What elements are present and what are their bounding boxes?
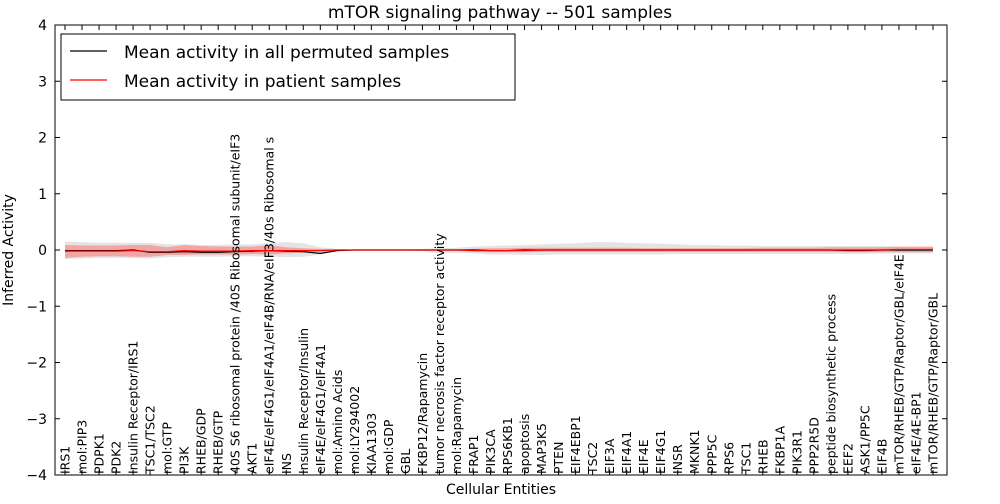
legend: Mean activity in all permuted samples Me… — [60, 33, 516, 101]
x-tick-label: MAP3K5 — [534, 423, 549, 474]
legend-label-patient: Mean activity in patient samples — [124, 72, 401, 92]
x-tick-label: EIF3A — [602, 438, 617, 474]
y-tick-label: 4 — [38, 18, 47, 34]
x-tick-label: mol:GTP — [160, 422, 175, 474]
x-tick-label: mol:LY294002 — [347, 386, 362, 474]
x-tick-label: Insulin Receptor/Insulin — [296, 328, 311, 474]
y-tick-label: 1 — [38, 187, 47, 203]
x-axis-label: Cellular Entities — [446, 482, 556, 498]
x-tick-label: EIF4B — [874, 439, 889, 474]
x-tick-label: RHEB/GTP — [211, 410, 226, 474]
x-tick-label: INSR — [670, 444, 685, 474]
x-tick-label: eIF4E/4E-BP1 — [908, 391, 923, 474]
band-series-1 — [65, 244, 933, 258]
y-tick-label: −4 — [26, 468, 47, 484]
x-tick-label: mol:GDP — [381, 419, 396, 474]
x-tick-label: PPP5C — [704, 434, 719, 474]
y-axis-label: Inferred Activity — [1, 194, 17, 306]
x-tick-label: RPS6 — [721, 442, 736, 474]
x-tick-label: ASK1/PP5C — [857, 405, 872, 474]
x-tick-label: EIF4EBP1 — [568, 415, 583, 474]
x-tick-label: TSC1/TSC2 — [143, 405, 158, 475]
x-tick-label: EIF4E — [636, 439, 651, 474]
x-tick-label: PPP2R5D — [806, 417, 821, 474]
x-tick-label: PDPK1 — [92, 433, 107, 474]
line-series-1 — [65, 248, 933, 253]
y-tick-label: −2 — [26, 356, 47, 372]
x-tick-label: PIK3R1 — [789, 430, 804, 474]
x-tick-label: RHEB — [755, 439, 770, 474]
series-lines — [65, 248, 933, 254]
x-tick-label: RHEB/GDP — [194, 408, 209, 474]
x-tick-label: KIAA1303 — [364, 413, 379, 474]
x-tick-label: peptide biosynthetic process — [823, 294, 838, 474]
x-tick-label: mol:Amino Acids — [330, 370, 345, 474]
x-tick-label: AKT1 — [245, 443, 260, 474]
x-tick-label: PIK3CA — [483, 429, 498, 474]
x-tick-label: eIF4E/eIF4G1/eIF4A1/eIF4B/RNA/eIF3/40s R… — [262, 137, 277, 474]
x-tick-label: mTOR/RHEB/GTP/Raptor/GBL — [926, 293, 941, 474]
x-tick-label: EEF2 — [840, 443, 855, 474]
x-tick-label: apoptosis — [517, 414, 532, 474]
x-tick-label: FRAP1 — [466, 435, 481, 474]
x-tick-label: INS — [279, 453, 294, 474]
y-tick-label: −1 — [26, 299, 47, 315]
x-tick-label: FKBP1A — [772, 426, 787, 474]
x-tick-label: MKNK1 — [687, 430, 702, 474]
y-tick-label: 2 — [38, 131, 47, 147]
x-tick-label: RPS6KB1 — [500, 417, 515, 474]
x-ticks: IRS1 mol:PIP3 PDPK1 PDK2 Insulin Receptor/IR… — [58, 25, 941, 475]
x-tick-label: FKBP12/Rapamycin — [415, 353, 430, 474]
x-tick-label: EIF4G1 — [653, 430, 668, 474]
x-tick-label: tumor necrosis factor receptor activity — [432, 233, 447, 474]
x-tick-label: TSC1 — [738, 442, 753, 475]
x-tick-label: mTOR/RHEB/GTP/Raptor/GBL/eIF4E — [891, 254, 906, 474]
x-tick-label: EIF4A1 — [619, 431, 634, 474]
x-tick-label: Insulin Receptor/IRS1 — [126, 341, 141, 474]
x-tick-label: TSC2 — [585, 442, 600, 475]
legend-box — [60, 33, 516, 101]
x-tick-label: 40S S6 ribosomal protein /40S Ribosomal … — [228, 134, 243, 474]
y-tick-label: 3 — [38, 74, 47, 90]
x-tick-label: PDK2 — [109, 441, 124, 474]
plot-frame — [54, 24, 948, 476]
chart-title: mTOR signaling pathway -- 501 samples — [328, 3, 672, 23]
x-tick-label: mol:Rapamycin — [449, 377, 464, 474]
x-tick-label: IRS1 — [58, 446, 73, 474]
legend-label-permuted: Mean activity in all permuted samples — [124, 43, 449, 63]
x-tick-label: GBL — [398, 449, 413, 474]
x-tick-label: eIF4E/eIF4G1/eIF4A1 — [313, 344, 328, 474]
y-tick-label: −3 — [26, 412, 47, 428]
y-tick-label: 0 — [38, 243, 47, 259]
x-tick-label: PI3K — [177, 446, 192, 474]
x-tick-label: PTEN — [551, 442, 566, 474]
x-tick-label: mol:PIP3 — [75, 420, 90, 474]
